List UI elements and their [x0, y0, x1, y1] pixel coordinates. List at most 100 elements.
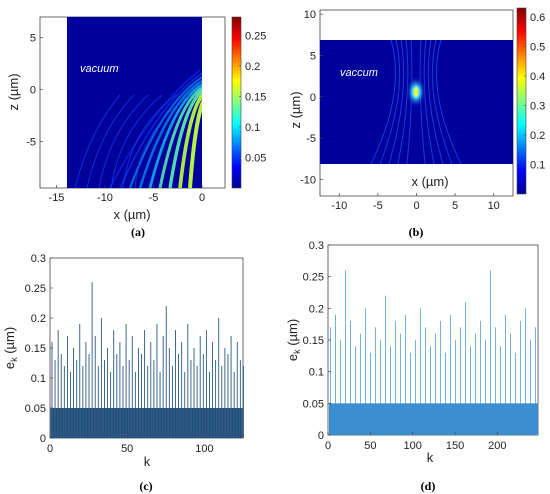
bar — [330, 327, 331, 435]
bar — [233, 372, 235, 438]
x-tick-label: 100 — [403, 440, 421, 452]
bar — [435, 333, 436, 435]
panel-a: vacuum -15 -10 -5 050-5 x (µm) z (µm) 0.250… — [6, 16, 266, 239]
bar — [450, 314, 451, 435]
bar — [162, 336, 164, 438]
bar — [209, 372, 210, 438]
bar — [485, 340, 486, 435]
panel-c-label: (c) — [139, 479, 152, 493]
field-fringe — [119, 72, 202, 188]
colorbar-tick-label: 0.15 — [245, 91, 266, 103]
bar — [340, 340, 341, 435]
bar — [224, 348, 226, 438]
panel-b-label: (b) — [409, 225, 424, 239]
bar — [199, 336, 201, 438]
bar — [70, 372, 71, 438]
bar — [475, 333, 476, 435]
panel-b-focus — [370, 40, 462, 164]
x-tick-label: 100 — [195, 443, 213, 455]
y-tick-label: 0.1 — [309, 367, 324, 379]
panel-b-colorbar — [516, 7, 527, 195]
y-tick-label: 0 — [318, 430, 324, 442]
bar — [94, 336, 96, 438]
panel-d-bars — [329, 270, 538, 435]
x-tick-label: -10 — [97, 192, 113, 204]
colorbar-tick-label: 0.25 — [245, 30, 266, 42]
x-tick-label: 5 — [452, 200, 458, 212]
bar — [335, 314, 336, 435]
bar — [215, 360, 217, 438]
bar — [91, 282, 93, 438]
bar — [345, 270, 346, 435]
panel-d-ticks: 0 50 100 150 200 0 0.05 0.1 0.15 0.2 0.25 0.3 — [303, 240, 507, 452]
field-fringe — [388, 40, 405, 164]
bar — [131, 336, 133, 438]
bar — [370, 352, 371, 435]
y-tick-label: 0 — [30, 85, 36, 97]
bar — [122, 366, 124, 438]
y-tick-label: 0.05 — [25, 403, 46, 415]
y-tick-label: 0.2 — [31, 313, 46, 325]
bar — [82, 366, 84, 438]
bar — [171, 366, 173, 438]
panel-c-ylabel: ek (µm) — [2, 327, 19, 369]
panel-d-label: (d) — [421, 479, 436, 493]
bar-baseline-block — [329, 403, 538, 435]
field-fringe — [134, 94, 191, 188]
field-fringe — [370, 40, 396, 164]
bar — [168, 348, 170, 438]
field-fringe — [109, 69, 201, 188]
y-tick-label: 0 — [40, 433, 46, 445]
panel-a-label: (a) — [131, 225, 145, 239]
y-tick-label: 10 — [304, 9, 316, 21]
y-tick-label: 0.05 — [303, 398, 324, 410]
field-fringe — [158, 86, 202, 188]
bar — [100, 318, 102, 438]
bar — [243, 366, 244, 438]
y-tick-label: -5 — [306, 133, 316, 145]
bar — [440, 321, 441, 435]
x-tick-label: 10 — [488, 200, 500, 212]
panel-d-ylabel: ek (µm) — [285, 319, 302, 361]
bar — [97, 366, 99, 438]
bar — [515, 352, 516, 435]
colorbar-tick-label: 0.6 — [530, 12, 545, 24]
bar — [50, 408, 51, 438]
panel-b-ticks: -10 -5 0 5 10 10 5 0 -5 -10 — [300, 9, 500, 212]
field-fringe — [148, 83, 202, 188]
bar — [239, 360, 241, 438]
panel-b-colorbar-ticks: 0.6 0.5 0.4 0.3 0.2 0.1 — [524, 12, 545, 171]
bar — [63, 366, 65, 438]
y-tick-label: 0 — [310, 92, 316, 104]
bar — [156, 324, 158, 438]
bar — [510, 333, 511, 435]
bar — [355, 346, 356, 435]
panel-d: 0 50 100 150 200 0 0.05 0.1 0.15 0.2 0.25 0.3 k ek … — [285, 240, 539, 493]
field-fringe — [138, 79, 202, 188]
x-tick-label: 0 — [325, 440, 331, 452]
x-tick-label: 0 — [413, 200, 419, 212]
bar — [187, 324, 189, 438]
panel-b-annotation: vaccum — [340, 67, 378, 79]
colorbar-tick-label: 0.5 — [530, 41, 545, 53]
x-tick-label: -5 — [149, 192, 159, 204]
field-fringe — [98, 94, 149, 188]
bar — [490, 270, 491, 435]
bar — [495, 327, 496, 435]
panel-b-ylabel: z (µm) — [288, 91, 303, 128]
panel-a-xlabel: x (µm) — [113, 207, 150, 222]
field-fringe — [188, 99, 202, 188]
field-fringe — [427, 40, 444, 164]
bar — [405, 314, 406, 435]
bar — [181, 342, 183, 438]
bar — [128, 360, 130, 438]
field-fringe — [74, 94, 121, 188]
panel-c-bars — [50, 282, 244, 438]
panel-a-ylabel: z (µm) — [6, 73, 21, 110]
bar — [360, 333, 361, 435]
x-tick-label: 50 — [364, 440, 376, 452]
bar — [350, 321, 351, 435]
panel-a-annotation: vacuum — [80, 63, 119, 75]
x-tick-label: -5 — [373, 200, 383, 212]
